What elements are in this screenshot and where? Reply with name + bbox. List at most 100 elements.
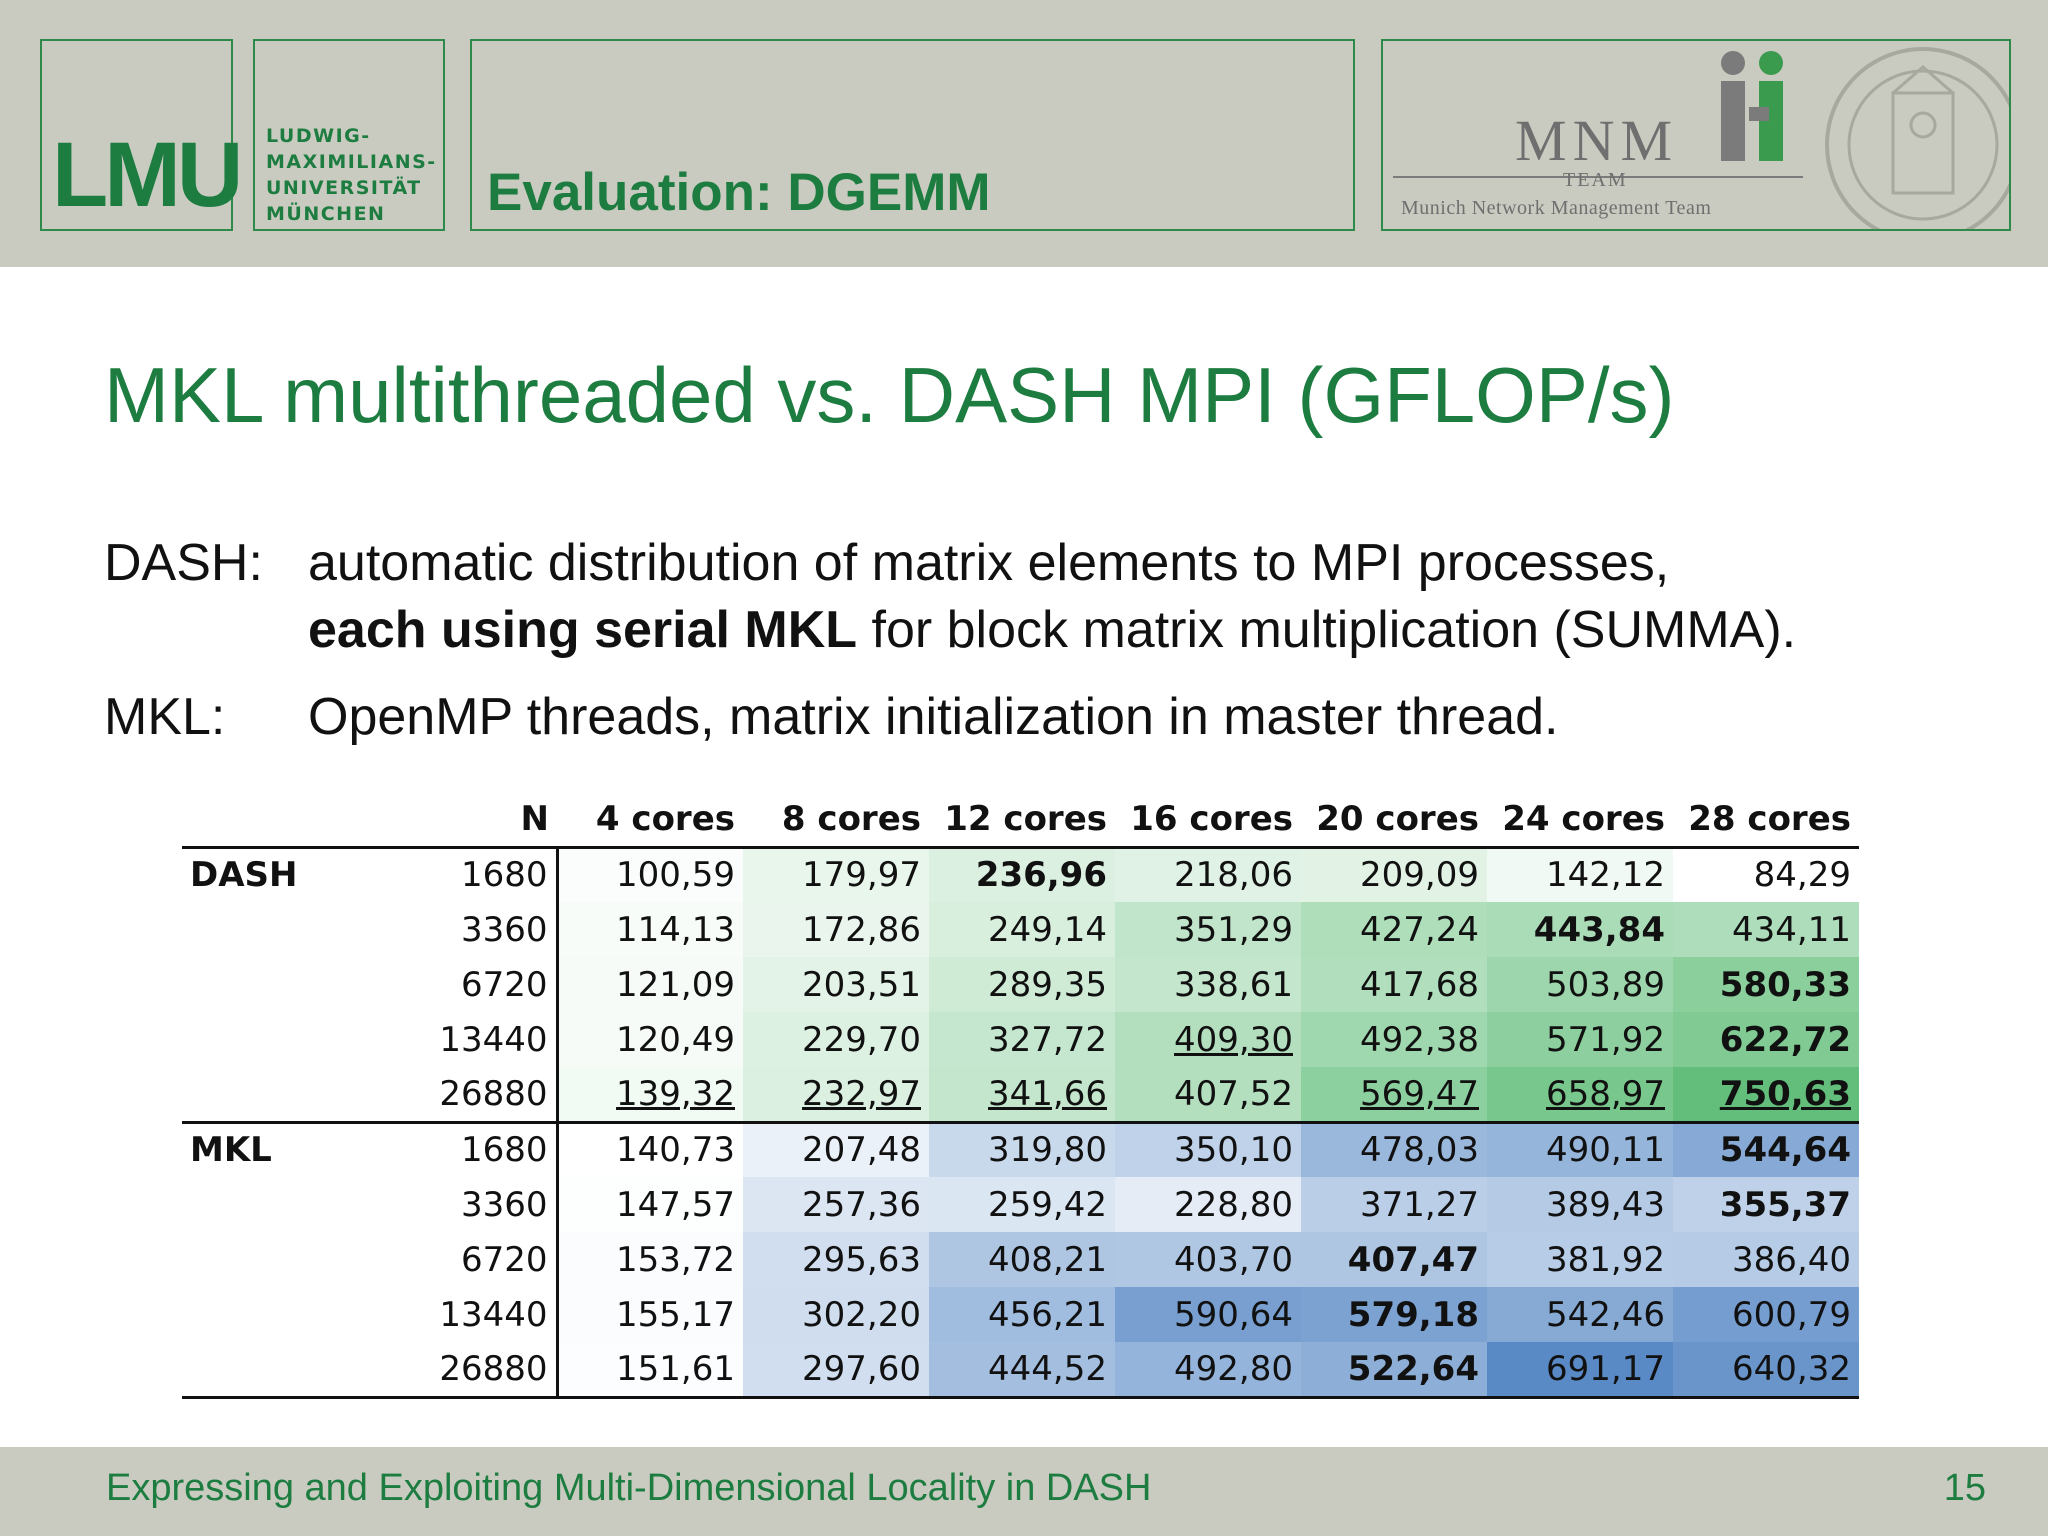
- header-cores: 16 cores: [1115, 792, 1301, 849]
- gflops-cell: 139,32: [557, 1067, 743, 1122]
- gflops-cell: 351,29: [1115, 902, 1301, 957]
- matrix-size-cell: 3360: [332, 902, 559, 957]
- table-row: 3360 114,13 172,86 249,14 351,29 427,24 443,84…: [182, 902, 1859, 957]
- gflops-cell: 389,43: [1487, 1177, 1673, 1232]
- dash-label: DASH:: [104, 534, 263, 592]
- header-cores: 12 cores: [929, 792, 1115, 849]
- gflops-cell: 381,92: [1487, 1232, 1673, 1287]
- table-row: MKL 1680 140,73 207,48 319,80 350,10 478,03 490…: [182, 1120, 1859, 1177]
- gflops-cell: 640,32: [1673, 1342, 1859, 1399]
- header-n: N: [332, 792, 557, 849]
- gflops-cell: 407,52: [1115, 1067, 1301, 1122]
- dash-description-line2: each using serial MKL for block matrix m…: [308, 600, 1796, 660]
- mnm-team-label: TEAM: [1563, 169, 1628, 191]
- dash-description-line1: automatic distribution of matrix element…: [308, 534, 1670, 592]
- gflops-cell: 456,21: [929, 1287, 1115, 1342]
- gflops-cell: 658,97: [1487, 1067, 1673, 1122]
- gflops-cell: 153,72: [557, 1232, 743, 1287]
- gflops-cell: 409,30: [1115, 1012, 1301, 1067]
- gflops-cell: 209,09: [1301, 847, 1487, 902]
- group-label: [182, 1177, 332, 1232]
- matrix-size-cell: 3360: [332, 1177, 559, 1232]
- section-title-box: Evaluation: DGEMM: [470, 39, 1355, 231]
- matrix-size-cell: 6720: [332, 957, 559, 1012]
- gflops-cell: 443,84: [1487, 902, 1673, 957]
- gflops-cell: 590,64: [1115, 1287, 1301, 1342]
- gflops-cell: 203,51: [743, 957, 929, 1012]
- group-label: DASH: [190, 855, 298, 896]
- slide-footer: Expressing and Exploiting Multi-Dimensio…: [0, 1447, 2048, 1536]
- table-row: 13440 120,49 229,70 327,72 409,30 492,38 571,9…: [182, 1012, 1859, 1067]
- gflops-cell: 569,47: [1301, 1067, 1487, 1122]
- gflops-cell: 120,49: [557, 1012, 743, 1067]
- page-number: 15: [1943, 1467, 1986, 1509]
- matrix-size-cell: 1680: [332, 847, 559, 902]
- gflops-cell: 121,09: [557, 957, 743, 1012]
- header-cores: 28 cores: [1673, 792, 1859, 849]
- section-title: Evaluation: DGEMM: [487, 163, 991, 222]
- gflops-cell: 229,70: [743, 1012, 929, 1067]
- matrix-size-cell: 13440: [332, 1287, 559, 1342]
- gflops-cell: 151,61: [557, 1342, 743, 1399]
- gflops-cell: 417,68: [1301, 957, 1487, 1012]
- dash-description-bold: each using serial MKL: [308, 601, 858, 659]
- gflops-cell: 100,59: [557, 847, 743, 902]
- gflops-cell: 114,13: [557, 902, 743, 957]
- gflops-cell: 302,20: [743, 1287, 929, 1342]
- gflops-cell: 434,11: [1673, 902, 1859, 957]
- gflops-cell: 179,97: [743, 847, 929, 902]
- header-cores: 4 cores: [557, 792, 743, 849]
- gflops-cell: 155,17: [557, 1287, 743, 1342]
- gflops-cell: 622,72: [1673, 1012, 1859, 1067]
- table-row: 26880 139,32 232,97 341,66 407,52 569,47 658,9…: [182, 1067, 1859, 1122]
- gflops-cell: 319,80: [929, 1120, 1115, 1177]
- gflops-cell: 172,86: [743, 902, 929, 957]
- group-label: [182, 1342, 332, 1399]
- gflops-cell: 236,96: [929, 847, 1115, 902]
- group-label: [182, 1287, 332, 1342]
- table-row: 6720 153,72 295,63 408,21 403,70 407,47 381,92…: [182, 1232, 1859, 1287]
- table-row: 3360 147,57 257,36 259,42 228,80 371,27 389,43…: [182, 1177, 1859, 1232]
- gflops-cell: 522,64: [1301, 1342, 1487, 1399]
- gflops-cell: 427,24: [1301, 902, 1487, 957]
- matrix-size-cell: 26880: [332, 1342, 559, 1399]
- table-row: 13440 155,17 302,20 456,21 590,64 579,18 542,4…: [182, 1287, 1859, 1342]
- table-body: DASH 1680 100,59 179,97 236,96 218,06 209,09 14…: [182, 847, 1859, 1399]
- footer-title: Expressing and Exploiting Multi-Dimensio…: [106, 1467, 1152, 1509]
- gflops-cell: 295,63: [743, 1232, 929, 1287]
- mnm-full-name: Munich Network Management Team: [1401, 197, 1712, 219]
- group-label: [182, 1067, 332, 1122]
- lmu-logo: LMU: [40, 39, 243, 231]
- header-blank: [182, 792, 332, 849]
- gflops-cell: 490,11: [1487, 1120, 1673, 1177]
- gflops-cell: 408,21: [929, 1232, 1115, 1287]
- matrix-size-cell: 1680: [332, 1120, 559, 1177]
- gflops-cell: 257,36: [743, 1177, 929, 1232]
- group-label: [182, 1232, 332, 1287]
- university-name: LUDWIG- MAXIMILIANS- UNIVERSITÄT MÜNCHEN: [266, 125, 437, 225]
- table-row: 6720 121,09 203,51 289,35 338,61 417,68 503,89…: [182, 957, 1859, 1012]
- header-cores: 20 cores: [1301, 792, 1487, 849]
- mkl-description: OpenMP threads, matrix initialization in…: [308, 688, 1559, 746]
- gflops-cell: 691,17: [1487, 1342, 1673, 1399]
- gflops-cell: 371,27: [1301, 1177, 1487, 1232]
- group-label: [182, 1012, 332, 1067]
- table-row: DASH 1680 100,59 179,97 236,96 218,06 209,09 14…: [182, 847, 1859, 902]
- gflops-cell: 386,40: [1673, 1232, 1859, 1287]
- mnm-divider: [1393, 176, 1803, 178]
- university-seal-icon: [1825, 47, 2009, 229]
- gflops-cell: 503,89: [1487, 957, 1673, 1012]
- mnm-team-logo: MNM TEAM Munich Network Management Team: [1381, 39, 2011, 231]
- gflops-cell: 350,10: [1115, 1120, 1301, 1177]
- slide-title: MKL multithreaded vs. DASH MPI (GFLOP/s): [104, 351, 1675, 439]
- matrix-size-cell: 13440: [332, 1012, 559, 1067]
- gflops-cell: 544,64: [1673, 1120, 1859, 1177]
- gflops-cell: 327,72: [929, 1012, 1115, 1067]
- gflops-cell: 297,60: [743, 1342, 929, 1399]
- group-label: MKL: [182, 1120, 332, 1177]
- slide-header: LMU LUDWIG- MAXIMILIANS- UNIVERSITÄT MÜN…: [0, 0, 2048, 267]
- dash-description-rest: for block matrix multiplication (SUMMA).: [857, 601, 1797, 659]
- gflops-cell: 140,73: [557, 1120, 743, 1177]
- gflops-cell: 207,48: [743, 1120, 929, 1177]
